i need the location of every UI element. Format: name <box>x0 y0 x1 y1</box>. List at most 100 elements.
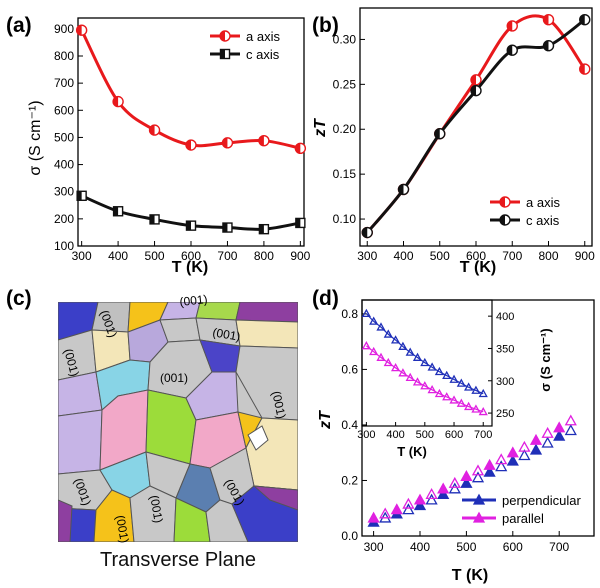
data-point-shape <box>448 482 461 494</box>
data-point-shape <box>471 464 485 476</box>
inset-data-point-shape <box>376 352 386 361</box>
data-point-fill <box>76 25 82 36</box>
data-point-shape <box>553 421 566 433</box>
x-tick-label: 600 <box>181 249 201 263</box>
data-point <box>506 44 518 56</box>
data-point-shape <box>425 488 438 500</box>
x-tick-label: 900 <box>575 249 595 263</box>
data-point <box>542 13 555 26</box>
legend-marker-shape <box>472 511 486 523</box>
data-point <box>541 426 554 438</box>
panel-b: (b) 300 400 500 600 700 800 900 0.100.150.200.… <box>312 7 595 276</box>
x-tick-label: 300 <box>364 540 384 554</box>
data-point-fill <box>186 140 191 151</box>
data-point-fill <box>471 74 476 85</box>
legend-marker <box>499 214 511 226</box>
data-point-fill <box>579 64 585 75</box>
data-point <box>434 128 446 140</box>
data-point-fill <box>398 184 404 195</box>
data-point-shape <box>402 503 415 515</box>
data-point-fill <box>434 128 440 139</box>
data-point <box>541 436 554 448</box>
data-point-shape <box>564 414 577 426</box>
data-point <box>579 13 591 26</box>
data-point-shape <box>437 488 450 500</box>
data-point-shape <box>425 493 438 505</box>
data-point-fill <box>579 14 585 25</box>
panel-a: (a) 300 400 500 600 700 800 900 100 200 300 400 50… <box>6 14 311 276</box>
grain-label: (001) <box>113 514 132 544</box>
data-point <box>425 493 438 505</box>
data-point-shape <box>437 482 450 494</box>
data-point-shape <box>529 443 543 455</box>
inset-data-point <box>434 388 445 398</box>
inset-data-point-shape <box>412 352 423 361</box>
data-point <box>529 443 543 455</box>
x-tick-label: 700 <box>217 249 237 263</box>
data-point-shape <box>413 493 427 505</box>
data-point <box>470 84 482 97</box>
data-point <box>553 421 566 433</box>
inset-data-point <box>398 341 408 350</box>
data-point <box>149 214 160 225</box>
data-point <box>483 465 496 477</box>
x-tick-label: 600 <box>503 540 523 554</box>
data-point-shape <box>379 507 392 519</box>
y-tick-label: 0.20 <box>333 122 357 136</box>
data-point <box>471 464 485 476</box>
panel-a-x-ticks: 300 400 500 600 700 800 900 <box>72 241 311 263</box>
x-tick-label: 800 <box>538 249 558 263</box>
data-point <box>390 503 403 515</box>
inset-data-point-shape <box>478 388 488 398</box>
inset-x-tick-label: 700 <box>474 429 492 441</box>
data-point-shape <box>495 453 508 465</box>
inset-data-point <box>427 362 437 371</box>
inset-data-point <box>361 308 371 318</box>
data-point-fill <box>543 14 549 25</box>
inset-data-point-shape <box>471 404 481 413</box>
data-point <box>564 424 577 436</box>
y-tick-label: 0.15 <box>333 167 357 181</box>
inset-series-line <box>366 345 484 413</box>
data-point-shape <box>413 499 427 511</box>
panel-d: (d) 300 400 500 600 700 0.0 0.2 0.4 0.6 0.8 perp… <box>312 287 595 584</box>
data-point <box>448 476 461 488</box>
inset-data-point <box>376 322 386 331</box>
data-point <box>222 222 233 233</box>
panel-c-caption: Transverse Plane <box>100 549 256 571</box>
y-tick-label: 0.0 <box>341 529 358 543</box>
data-point <box>258 223 270 235</box>
data-point <box>495 453 508 465</box>
legend-label: a axis <box>246 29 280 44</box>
inset-data-point <box>478 388 488 398</box>
inset-x-label: T (K) <box>397 444 427 459</box>
data-point <box>460 476 473 488</box>
inset-data-point-shape <box>361 308 371 318</box>
data-point-fill <box>258 135 264 146</box>
grain-label: (001) <box>269 390 289 420</box>
inset-data-point <box>434 366 445 376</box>
inset-data-point <box>383 329 393 338</box>
x-tick-label: 300 <box>72 249 92 263</box>
panel-c-label: (c) <box>6 287 32 310</box>
inset-data-point-shape <box>442 370 452 380</box>
panel-b-series <box>361 13 591 239</box>
inset-series <box>361 308 488 416</box>
data-point-fill <box>150 214 155 224</box>
inset-data-point <box>398 368 408 377</box>
panel-d-x-label: T (K) <box>452 567 488 584</box>
inset-data-point <box>471 385 481 394</box>
data-point <box>361 226 373 239</box>
inset-data-point-shape <box>420 357 430 367</box>
panel-d-y-ticks: 0.0 0.2 0.4 0.6 0.8 <box>341 307 367 543</box>
y-tick-label: 500 <box>54 130 74 144</box>
x-tick-label: 300 <box>357 249 377 263</box>
y-tick-label: 900 <box>54 22 74 36</box>
y-tick-label: 100 <box>54 239 74 253</box>
x-tick-label: 500 <box>430 249 450 263</box>
data-point-fill <box>295 218 301 228</box>
data-point <box>529 433 543 445</box>
inset-y-tick-label: 400 <box>496 311 514 323</box>
data-point-shape <box>518 440 531 452</box>
data-point-shape <box>553 429 566 441</box>
